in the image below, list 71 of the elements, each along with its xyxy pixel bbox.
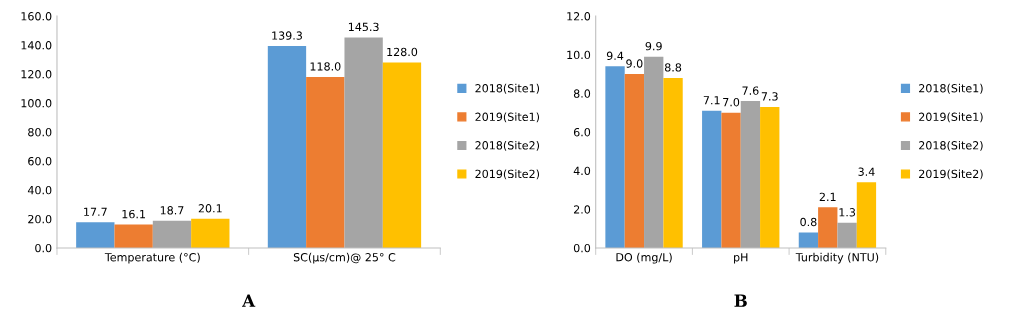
legend-label: 2018(Site1) bbox=[919, 83, 983, 94]
data-label: 16.1 bbox=[122, 209, 145, 219]
legend-label: 2018(Site2) bbox=[919, 140, 983, 151]
bar bbox=[382, 62, 422, 248]
bar bbox=[760, 106, 780, 248]
y-tick-label: 140.0 bbox=[21, 41, 52, 50]
data-label: 9.9 bbox=[645, 41, 662, 51]
y-tick-label: 6.0 bbox=[573, 127, 591, 137]
bar bbox=[644, 56, 664, 248]
x-tick-label: DO (mg/L) bbox=[616, 252, 672, 264]
y-tick-label: 0.0 bbox=[573, 243, 591, 253]
bar bbox=[605, 66, 625, 248]
legend-label: 2018(Site2) bbox=[475, 140, 540, 151]
bar bbox=[267, 46, 307, 248]
data-label: 7.3 bbox=[761, 92, 778, 101]
y-tick-label: 160.0 bbox=[21, 12, 52, 21]
data-label: 9.0 bbox=[626, 59, 643, 68]
y-tick-label: 120.0 bbox=[21, 70, 52, 79]
legend-label: 2019(Site1) bbox=[919, 112, 983, 123]
data-label: 9.4 bbox=[606, 51, 624, 61]
y-tick-label: 60.0 bbox=[28, 156, 52, 166]
bar bbox=[721, 112, 741, 248]
y-tick-label: 8.0 bbox=[573, 89, 591, 98]
legend-label: 2019(Site2) bbox=[475, 169, 540, 180]
y-tick-label: 100.0 bbox=[21, 99, 52, 108]
x-tick-label: pH bbox=[734, 253, 748, 264]
data-label: 139.3 bbox=[272, 31, 302, 40]
y-tick-label: 2.0 bbox=[573, 205, 591, 214]
data-label: 145.3 bbox=[348, 22, 379, 32]
y-tick-label: 12.0 bbox=[567, 12, 591, 21]
x-tick-label: Temperature (°C) bbox=[104, 252, 200, 264]
data-label: 8.8 bbox=[664, 63, 682, 72]
data-label: 20.1 bbox=[198, 204, 222, 213]
bar bbox=[663, 77, 683, 248]
bar bbox=[818, 207, 838, 248]
data-label: 118.0 bbox=[310, 62, 341, 71]
bar bbox=[856, 182, 877, 248]
bar bbox=[837, 222, 857, 248]
x-tick-label: Turbidity (NTU) bbox=[795, 252, 879, 264]
bar bbox=[702, 110, 722, 248]
data-label: 3.4 bbox=[858, 167, 875, 176]
y-tick-label: 20.0 bbox=[28, 214, 52, 224]
bar bbox=[344, 37, 383, 248]
bar bbox=[152, 220, 192, 248]
bar bbox=[306, 76, 345, 248]
bar bbox=[624, 74, 645, 248]
data-label: 0.8 bbox=[800, 217, 817, 227]
bar bbox=[114, 224, 153, 248]
data-label: 1.3 bbox=[839, 208, 856, 217]
legend-label: 2018(Site1) bbox=[475, 83, 540, 94]
legend-label: 2019(Site1) bbox=[475, 112, 540, 123]
data-label: 2.1 bbox=[819, 192, 836, 201]
bar bbox=[76, 222, 115, 248]
x-tick-label: SC(μs/cm)@ 25° C bbox=[293, 252, 396, 264]
data-label: 7.0 bbox=[723, 97, 740, 107]
x-axis-title: B bbox=[734, 294, 747, 307]
x-axis-title: A bbox=[242, 294, 256, 307]
data-label: 17.7 bbox=[84, 207, 107, 216]
data-label: 7.1 bbox=[703, 96, 720, 105]
bar bbox=[191, 218, 230, 248]
legend-label: 2019(Site2) bbox=[919, 169, 983, 180]
data-label: 7.6 bbox=[742, 86, 759, 95]
y-tick-label: 10.0 bbox=[567, 50, 591, 60]
data-label: 128.0 bbox=[387, 47, 418, 57]
data-label: 18.7 bbox=[160, 206, 184, 215]
y-tick-label: 40.0 bbox=[27, 185, 52, 195]
y-tick-label: 80.0 bbox=[28, 127, 52, 137]
bar bbox=[740, 101, 761, 248]
y-tick-label: 4.0 bbox=[573, 166, 591, 176]
y-tick-label: 0.0 bbox=[35, 243, 52, 253]
bar bbox=[798, 232, 819, 248]
